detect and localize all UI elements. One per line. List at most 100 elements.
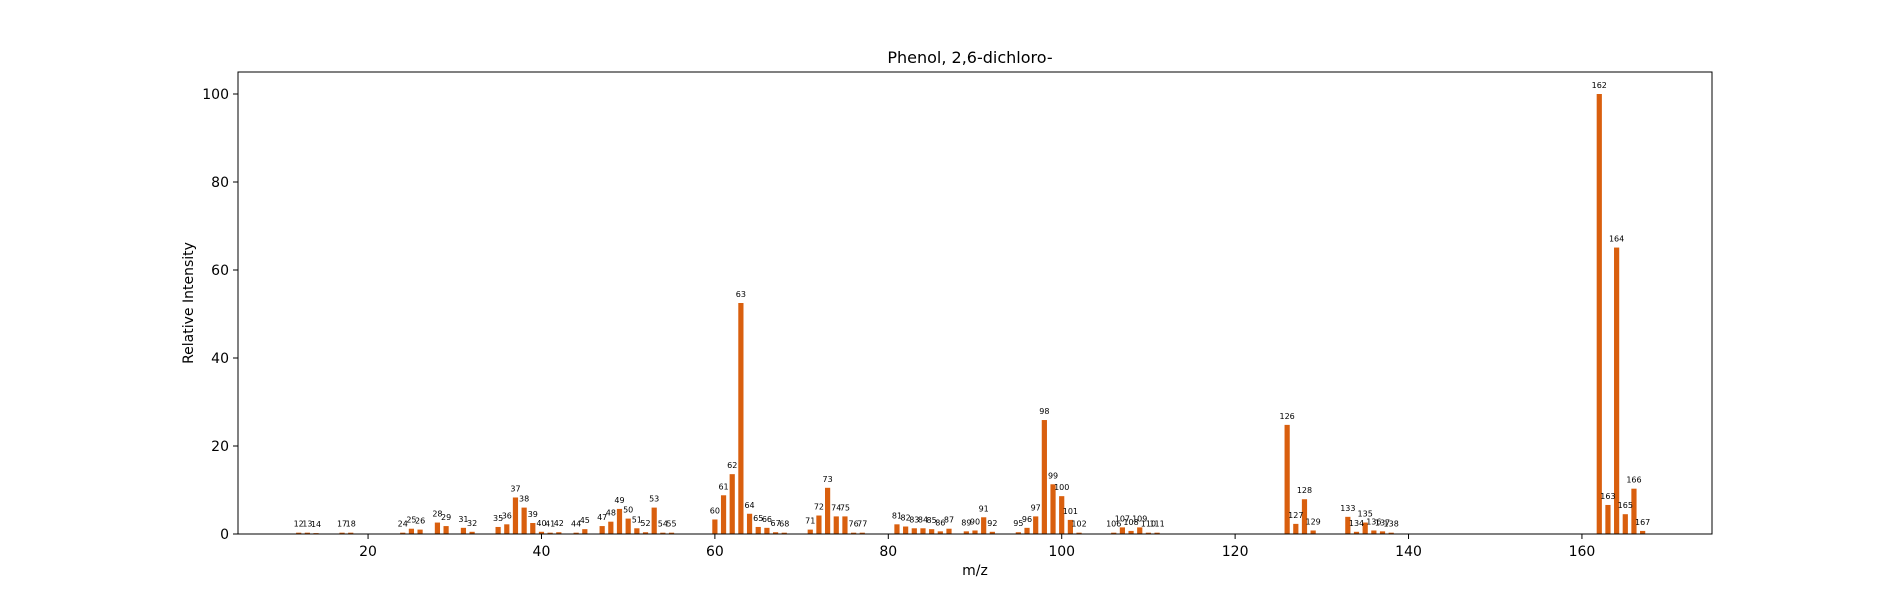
bar-mz-37 xyxy=(512,497,519,534)
bar-label-mz-47: 47 xyxy=(597,513,607,522)
bar-label-mz-98: 98 xyxy=(1039,407,1049,416)
bar-label-mz-164: 164 xyxy=(1609,235,1624,244)
bar-mz-87 xyxy=(946,528,952,534)
bar-mz-126 xyxy=(1284,424,1290,534)
bar-mz-81 xyxy=(894,524,900,534)
bar-mz-63 xyxy=(738,303,744,534)
bar-mz-12 xyxy=(296,532,302,534)
bar-mz-48 xyxy=(608,521,614,534)
bar-label-mz-49: 49 xyxy=(614,496,624,505)
bar-label-mz-136: 136 xyxy=(1366,517,1381,526)
bar-mz-99 xyxy=(1050,484,1056,534)
y-axis-label: Relative Intensity xyxy=(181,242,197,364)
y-tick-label-40: 40 xyxy=(211,351,229,367)
bar-label-mz-84: 84 xyxy=(918,515,928,524)
bar-label-mz-101: 101 xyxy=(1063,507,1078,516)
y-tick-label-60: 60 xyxy=(211,263,229,279)
bar-label-mz-81: 81 xyxy=(892,511,902,520)
bar-mz-165 xyxy=(1622,514,1628,534)
bar-mz-107 xyxy=(1119,527,1125,534)
bar-label-mz-127: 127 xyxy=(1288,511,1303,520)
bar-mz-67 xyxy=(772,532,779,534)
bar-label-mz-106: 106 xyxy=(1106,520,1121,529)
bar-mz-138 xyxy=(1388,532,1394,534)
bar-mz-90 xyxy=(972,530,978,534)
bar-mz-68 xyxy=(781,532,787,534)
bar-label-mz-28: 28 xyxy=(432,510,442,519)
bar-mz-136 xyxy=(1371,530,1377,534)
bar-mz-39 xyxy=(530,523,536,534)
bar-label-mz-111: 111 xyxy=(1149,520,1164,529)
bar-mz-42 xyxy=(556,532,562,534)
bar-label-mz-163: 163 xyxy=(1600,492,1615,501)
bar-label-mz-18: 18 xyxy=(346,520,356,529)
bar-label-mz-35: 35 xyxy=(493,514,503,523)
bar-mz-17 xyxy=(339,532,345,534)
bar-mz-83 xyxy=(911,528,917,534)
bar-label-mz-37: 37 xyxy=(510,484,520,493)
bar-label-mz-54: 54 xyxy=(658,520,668,529)
bar-label-mz-87: 87 xyxy=(944,516,954,525)
bar-mz-41 xyxy=(547,532,553,534)
x-tick-label-80: 80 xyxy=(879,544,897,560)
bar-label-mz-75: 75 xyxy=(840,503,850,512)
bar-label-mz-82: 82 xyxy=(901,514,911,523)
bar-label-mz-73: 73 xyxy=(823,475,833,484)
bar-mz-54 xyxy=(660,532,666,534)
bar-mz-95 xyxy=(1015,532,1021,534)
bar-label-mz-41: 41 xyxy=(545,520,555,529)
bar-label-mz-60: 60 xyxy=(710,506,720,515)
bar-label-mz-90: 90 xyxy=(970,517,980,526)
bar-label-mz-72: 72 xyxy=(814,503,824,512)
bar-mz-36 xyxy=(504,524,510,534)
y-axis: 0 20 40 60 80 100 xyxy=(202,87,238,543)
bar-label-mz-48: 48 xyxy=(606,509,616,518)
bar-label-mz-110: 110 xyxy=(1141,520,1156,529)
x-tick-label-100: 100 xyxy=(1048,544,1075,560)
bar-mz-25 xyxy=(408,528,415,534)
bar-mz-98 xyxy=(1041,420,1047,534)
bar-label-mz-50: 50 xyxy=(623,506,633,515)
bar-label-mz-51: 51 xyxy=(632,515,642,524)
bar-mz-164 xyxy=(1614,247,1620,534)
bar-label-mz-92: 92 xyxy=(987,519,997,528)
bar-label-mz-61: 61 xyxy=(718,482,728,491)
bar-label-mz-167: 167 xyxy=(1635,518,1650,527)
bar-label-mz-100: 100 xyxy=(1054,483,1069,492)
x-axis-label: m/z xyxy=(962,563,988,579)
bar-mz-89 xyxy=(963,531,969,534)
bar-mz-101 xyxy=(1067,519,1073,534)
x-tick-label-160: 160 xyxy=(1569,544,1596,560)
bar-mz-109 xyxy=(1137,527,1143,534)
bar-label-mz-128: 128 xyxy=(1297,486,1312,495)
bar-mz-97 xyxy=(1033,516,1039,534)
bar-label-mz-133: 133 xyxy=(1340,504,1355,513)
bar-mz-163 xyxy=(1605,504,1611,534)
x-tick-label-140: 140 xyxy=(1395,544,1422,560)
x-tick-label-60: 60 xyxy=(706,544,724,560)
bar-label-mz-65: 65 xyxy=(753,514,763,523)
bar-label-mz-96: 96 xyxy=(1022,515,1032,524)
y-tick-label-80: 80 xyxy=(211,175,229,191)
bar-label-mz-83: 83 xyxy=(909,515,919,524)
bar-mz-31 xyxy=(460,527,467,534)
bar-label-mz-162: 162 xyxy=(1592,81,1607,90)
bar-mz-73 xyxy=(825,487,831,534)
bar-mz-64 xyxy=(746,513,753,534)
bar-label-mz-85: 85 xyxy=(927,516,937,525)
bar-label-mz-102: 102 xyxy=(1071,520,1086,529)
bar-mz-100 xyxy=(1059,496,1065,534)
bar-label-mz-63: 63 xyxy=(736,290,746,299)
x-tick-label-120: 120 xyxy=(1222,544,1249,560)
bar-mz-74 xyxy=(833,516,839,534)
bar-mz-129 xyxy=(1310,530,1316,534)
bar-label-mz-40: 40 xyxy=(536,519,546,528)
bar-mz-24 xyxy=(400,532,406,534)
bar-mz-127 xyxy=(1293,523,1299,534)
bar-mz-65 xyxy=(755,526,761,534)
bar-label-mz-14: 14 xyxy=(311,520,321,529)
bar-label-mz-135: 135 xyxy=(1358,510,1373,519)
bar-label-mz-26: 26 xyxy=(415,517,425,526)
bar-label-mz-24: 24 xyxy=(398,520,408,529)
